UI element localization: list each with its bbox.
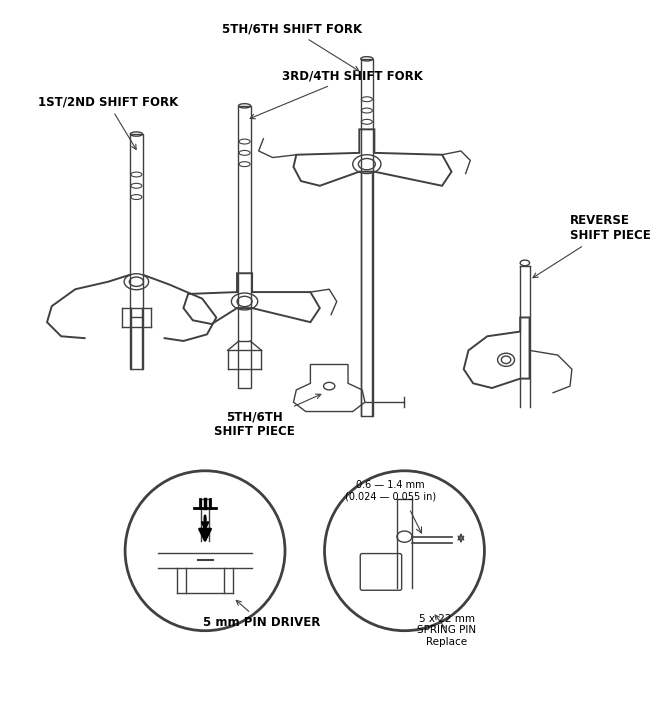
Text: 5 x 22 mm
SPRING PIN
Replace: 5 x 22 mm SPRING PIN Replace [417,613,476,647]
Text: 5TH/6TH SHIFT FORK: 5TH/6TH SHIFT FORK [222,22,362,70]
Text: 1ST/2ND SHIFT FORK: 1ST/2ND SHIFT FORK [38,96,178,150]
Text: 5 mm PIN DRIVER: 5 mm PIN DRIVER [203,600,320,629]
Text: 0.6 — 1.4 mm
(0.024 — 0.055 in): 0.6 — 1.4 mm (0.024 — 0.055 in) [345,480,436,502]
Text: 5TH/6TH
SHIFT PIECE: 5TH/6TH SHIFT PIECE [214,394,321,438]
Text: 3RD/4TH SHIFT FORK: 3RD/4TH SHIFT FORK [250,70,423,119]
Text: REVERSE
SHIFT PIECE: REVERSE SHIFT PIECE [533,214,651,278]
